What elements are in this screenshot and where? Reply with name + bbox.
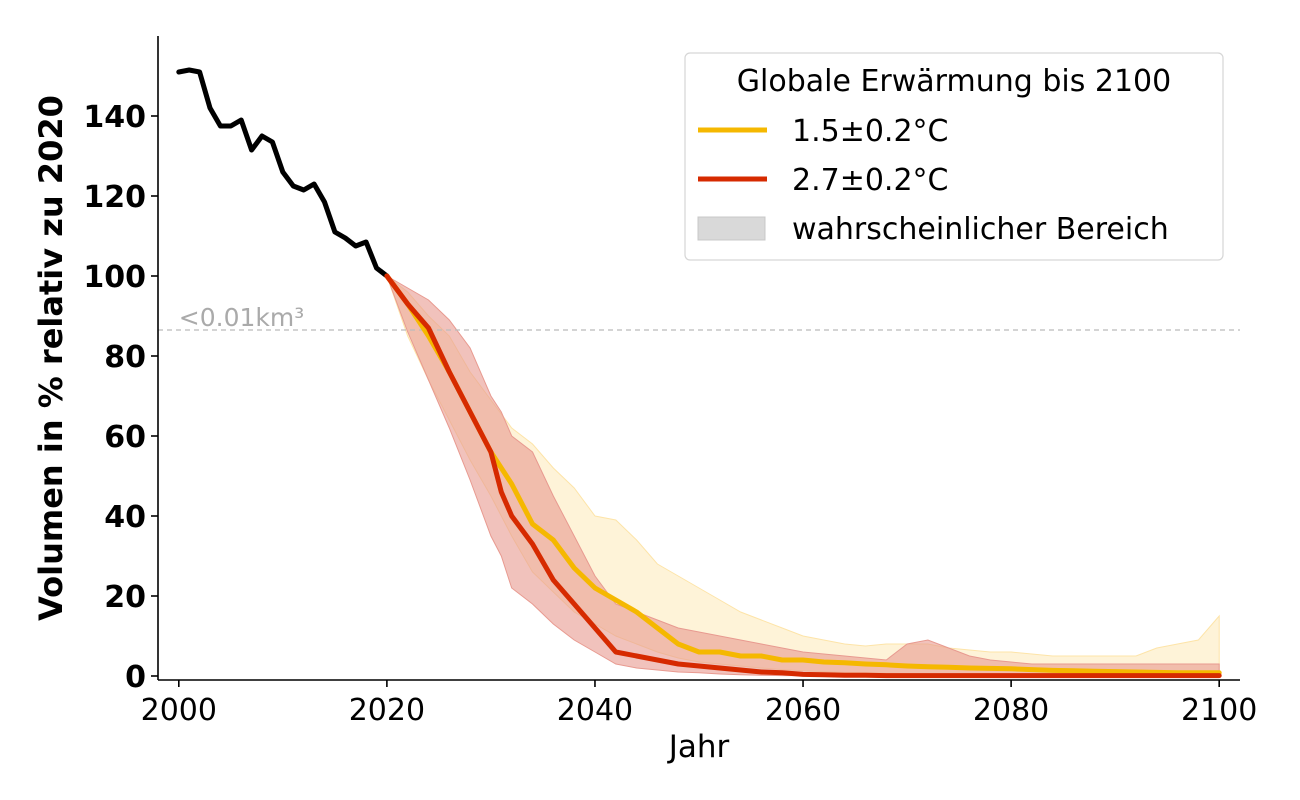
y-tick-label: 20 [104, 580, 146, 615]
y-axis-title: Volumen in % relativ zu 2020 [32, 95, 70, 621]
y-tick-label: 40 [104, 500, 146, 535]
x-tick-label: 2040 [557, 693, 633, 728]
y-tick-label: 0 [125, 660, 146, 695]
x-tick-label: 2080 [973, 693, 1049, 728]
x-axis-title: Jahr [667, 729, 730, 765]
legend-label-2: wahrscheinlicher Bereich [792, 212, 1169, 247]
range-band-2 [385, 274, 1220, 677]
y-tick-label: 100 [83, 260, 146, 295]
legend-label-0: 1.5±0.2°C [792, 114, 949, 149]
series-line-1 [384, 273, 1222, 676]
legend-frame [684, 52, 1224, 261]
threshold-label: <0.01km³ [179, 303, 304, 332]
y-tick-label: 140 [83, 100, 146, 135]
y-tick-label: 80 [104, 340, 146, 375]
y-tick-label: 120 [83, 180, 146, 215]
x-tick-label: 2020 [349, 693, 425, 728]
x-tick-label: 2100 [1181, 693, 1257, 728]
legend-swatch-2 [697, 216, 766, 241]
legend-title: Globale Erwärmung bis 2100 [737, 64, 1171, 99]
x-tick-label: 2060 [765, 693, 841, 728]
range-bands [385, 274, 1220, 677]
legend: Globale Erwärmung bis 2100 1.5±0.2°C 2.7±0… [684, 52, 1224, 261]
series-lines [176, 67, 1222, 679]
legend-label-1: 2.7±0.2°C [792, 163, 949, 198]
y-tick-label: 60 [104, 420, 146, 455]
series-line-2 [384, 273, 1222, 679]
x-tick-label: 2000 [141, 693, 217, 728]
series-line-0 [176, 67, 390, 279]
